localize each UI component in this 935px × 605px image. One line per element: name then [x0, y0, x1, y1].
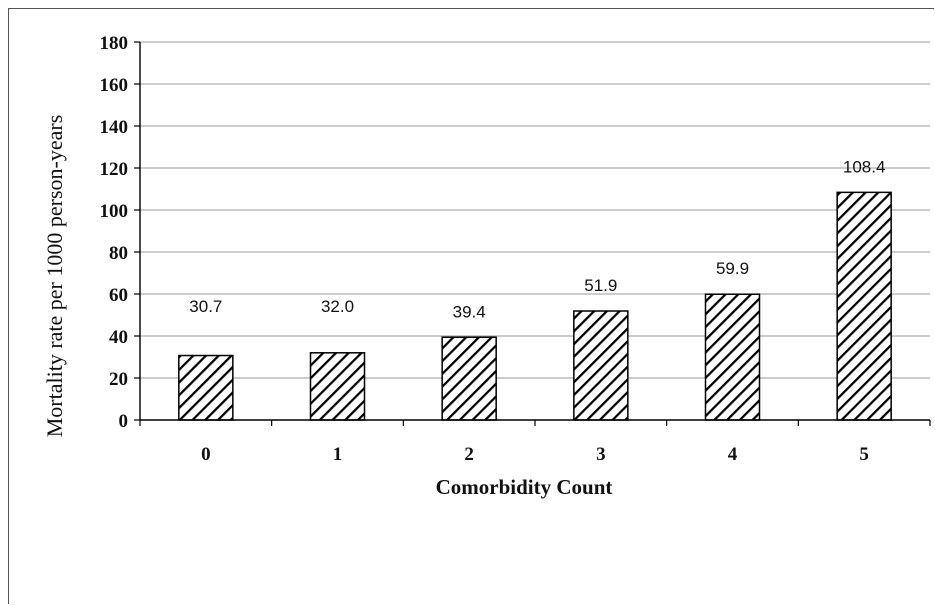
y-tick-label: 160: [100, 75, 129, 96]
bar-5: [836, 191, 892, 421]
x-tick-label: 1: [333, 444, 343, 465]
y-tick-label: 20: [109, 369, 128, 390]
data-label: 51.9: [584, 276, 617, 295]
y-tick-label: 80: [109, 243, 128, 264]
x-tick-label: 3: [596, 444, 606, 465]
bar-2: [441, 336, 497, 421]
y-tick-label: 180: [100, 33, 129, 54]
y-tick-label: 40: [109, 327, 128, 348]
x-tick-label: 4: [728, 444, 738, 465]
gridlines: [140, 41, 930, 379]
bar-3: [573, 310, 629, 421]
data-label: 59.9: [716, 259, 749, 278]
bars: [178, 191, 892, 421]
data-label: 39.4: [453, 302, 486, 321]
data-label: 32.0: [321, 297, 354, 316]
x-tick-label: 5: [859, 444, 869, 465]
y-tick-label: 120: [100, 159, 129, 180]
bar-1: [309, 352, 366, 421]
data-label: 30.7: [189, 297, 222, 316]
y-tick-label: 60: [109, 285, 128, 306]
y-tick-label: 0: [119, 411, 129, 432]
data-label: 108.4: [843, 157, 886, 176]
axes: [134, 41, 931, 426]
x-tick-label: 2: [464, 444, 474, 465]
x-axis-title: Comorbidity Count: [436, 475, 613, 499]
y-tick-label: 140: [100, 117, 129, 138]
y-tick-label: 100: [100, 201, 129, 222]
bar-4: [704, 293, 761, 421]
x-tick-label: 0: [201, 444, 211, 465]
chart-frame: [8, 8, 934, 604]
y-axis-title: Mortality rate per 1000 person-years: [42, 115, 67, 438]
bar-0: [178, 354, 234, 421]
labels: 0 20 40 60 80 100 120 140 160 180 0 30.7 1 32.0 2 39.4 3…: [100, 33, 886, 465]
